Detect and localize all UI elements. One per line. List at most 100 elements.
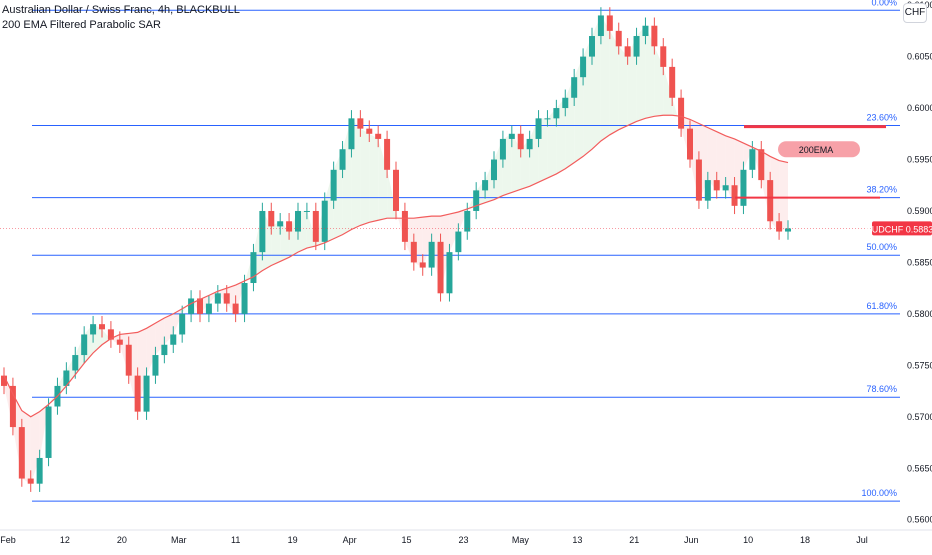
ema-fill-segment	[645, 25, 655, 119]
ema-fill-segment	[520, 138, 530, 190]
candle-body	[446, 252, 453, 294]
candle-body	[197, 298, 203, 314]
y-tick-label: 0.57500	[907, 360, 932, 370]
candle-body	[687, 128, 693, 160]
candle-body	[72, 355, 79, 371]
candle-body	[27, 478, 34, 484]
candle-body	[740, 169, 747, 206]
candle-body	[624, 46, 631, 57]
ema-fill-segment	[30, 411, 40, 484]
ema-fill-segment	[618, 46, 628, 130]
candle-body	[401, 210, 408, 242]
x-tick-label: 21	[629, 535, 639, 545]
candle-body	[125, 344, 132, 376]
candle-body	[749, 149, 756, 170]
candle-body	[312, 210, 319, 242]
fib-level-label: 50.00%	[866, 242, 897, 252]
candle-body	[90, 324, 97, 335]
ema-fill-segment	[422, 216, 432, 268]
candle-body	[357, 118, 364, 129]
ema-fill-segment	[449, 212, 459, 253]
candle-body	[45, 406, 52, 458]
candle-body	[161, 344, 168, 356]
candle-body	[776, 221, 783, 232]
annotation-text: 200EMA	[799, 145, 834, 155]
candle-body	[250, 252, 257, 284]
candle-body	[295, 210, 301, 232]
candle-body	[116, 339, 123, 345]
candle-body	[580, 56, 587, 78]
candle-body	[36, 457, 43, 484]
candle-body	[642, 25, 649, 37]
y-tick-label: 0.56000	[907, 515, 932, 525]
candle-body	[286, 221, 293, 232]
candle-body	[366, 128, 373, 134]
ema-fill-segment	[663, 66, 673, 116]
y-tick-label: 0.59000	[907, 206, 932, 216]
candle-body	[259, 210, 266, 253]
candle-body	[348, 118, 355, 150]
candle-body	[134, 375, 141, 412]
candle-body	[615, 30, 622, 47]
fib-level-label: 38.20%	[866, 185, 897, 195]
x-tick-label: 10	[743, 535, 753, 545]
candle-body	[499, 138, 506, 160]
x-tick-label: 19	[288, 535, 298, 545]
currency-button[interactable]: CHF	[903, 3, 927, 23]
candle-body	[473, 190, 480, 211]
candle-body	[606, 15, 613, 31]
ema-fill-segment	[609, 30, 619, 135]
y-tick-label: 0.59500	[907, 155, 932, 165]
candle-body	[205, 303, 212, 314]
ema-fill-segment	[271, 221, 281, 266]
candle-body	[669, 66, 676, 98]
fib-level-label: 61.80%	[866, 301, 897, 311]
candle-body	[223, 293, 230, 304]
candle-body	[214, 293, 221, 304]
last-price-tag	[872, 221, 932, 236]
candle-body	[437, 241, 444, 294]
candle-body	[491, 159, 497, 181]
candle-body	[99, 324, 105, 330]
x-tick-label: Feb	[0, 535, 16, 545]
fib-level-label: 100.00%	[861, 488, 897, 498]
candle-body	[232, 303, 239, 314]
candle-body	[713, 180, 720, 191]
candle-body	[330, 169, 337, 201]
chart-title: Australian Dollar / Swiss Franc, 4h, BLA…	[2, 4, 240, 16]
x-tick-label: May	[512, 535, 530, 545]
candle-body	[785, 228, 791, 232]
y-tick-label: 0.56500	[907, 463, 932, 473]
candle-body	[9, 385, 16, 428]
candle-body	[482, 180, 489, 191]
candle-body	[143, 375, 150, 412]
candle-body	[678, 97, 685, 129]
candle-body	[428, 241, 435, 268]
candle-body	[384, 138, 391, 170]
candle-body	[758, 149, 765, 181]
candle-body	[731, 185, 738, 206]
candle-body	[321, 200, 328, 242]
candle-body	[419, 262, 426, 268]
fib-level-label: 78.60%	[866, 384, 897, 394]
candle-body	[188, 298, 195, 314]
candle-body	[410, 241, 417, 263]
candle-body	[81, 334, 88, 356]
x-tick-label: Jun	[684, 535, 699, 545]
x-tick-label: Apr	[343, 535, 357, 545]
candle-body	[277, 221, 284, 227]
ema-fill-segment	[369, 133, 379, 223]
candle-body	[464, 210, 471, 232]
candle-body	[268, 210, 275, 227]
candle-body	[508, 133, 515, 139]
candle-body	[393, 169, 399, 211]
y-tick-label: 0.58500	[907, 257, 932, 267]
indicator-label[interactable]: 200 EMA Filtered Parabolic SAR	[2, 19, 161, 31]
y-tick-label: 0.58000	[907, 309, 932, 319]
candle-body	[18, 427, 25, 479]
x-tick-label: 15	[402, 535, 412, 545]
ema-fill-segment	[779, 160, 788, 232]
ema-fill-segment	[707, 127, 717, 191]
